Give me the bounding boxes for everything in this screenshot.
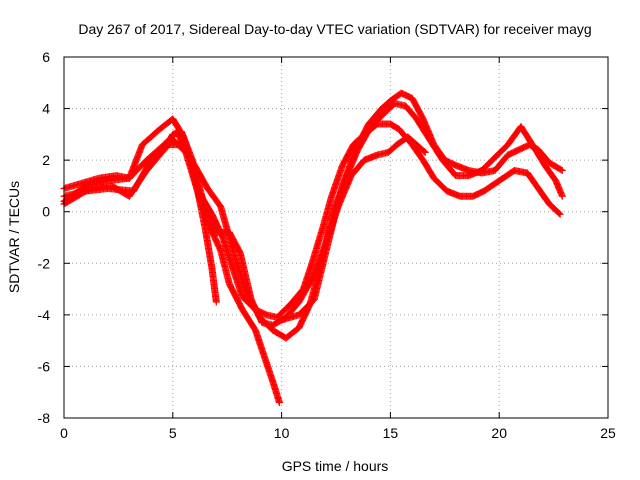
- data-point: [556, 210, 564, 218]
- y-tick-label: 6: [42, 49, 50, 65]
- x-tick-label: 25: [600, 425, 616, 441]
- grid: [64, 57, 608, 418]
- x-tick-label: 5: [169, 425, 177, 441]
- y-tick-label: -8: [38, 410, 51, 426]
- x-tick-label: 10: [274, 425, 290, 441]
- y-tick-label: -2: [38, 255, 51, 271]
- x-axis-label: GPS time / hours: [282, 458, 389, 474]
- y-tick-label: 2: [42, 152, 50, 168]
- data-point: [558, 192, 566, 200]
- data-point: [420, 148, 428, 156]
- data-points: [60, 89, 566, 407]
- data-point: [212, 298, 220, 306]
- data-point: [557, 166, 565, 174]
- y-axis-label: SDTVAR / TECUs: [6, 181, 22, 293]
- data-point: [275, 399, 283, 407]
- data-point: [421, 148, 429, 156]
- y-tick-label: 0: [42, 204, 50, 220]
- plot-frame: [63, 56, 609, 419]
- tick-labels: 0 5 10 15 20 25 -8 -6 -4 -2 0 2 4 6: [38, 49, 616, 441]
- series-track-2: [60, 128, 283, 407]
- x-tick-label: 20: [491, 425, 507, 441]
- x-tick-label: 0: [60, 425, 68, 441]
- data-point: [555, 209, 563, 217]
- y-tick-label: -6: [38, 358, 51, 374]
- data-point: [558, 166, 566, 174]
- chart-title: Day 267 of 2017, Sidereal Day-to-day VTE…: [78, 21, 591, 37]
- series-track-6: [160, 128, 429, 329]
- x-tick-label: 15: [383, 425, 399, 441]
- y-tick-label: 4: [42, 101, 50, 117]
- axis-ticks: [63, 56, 609, 419]
- series-track-1: [60, 115, 220, 306]
- y-tick-label: -4: [38, 307, 51, 323]
- series-track-4: [60, 99, 566, 342]
